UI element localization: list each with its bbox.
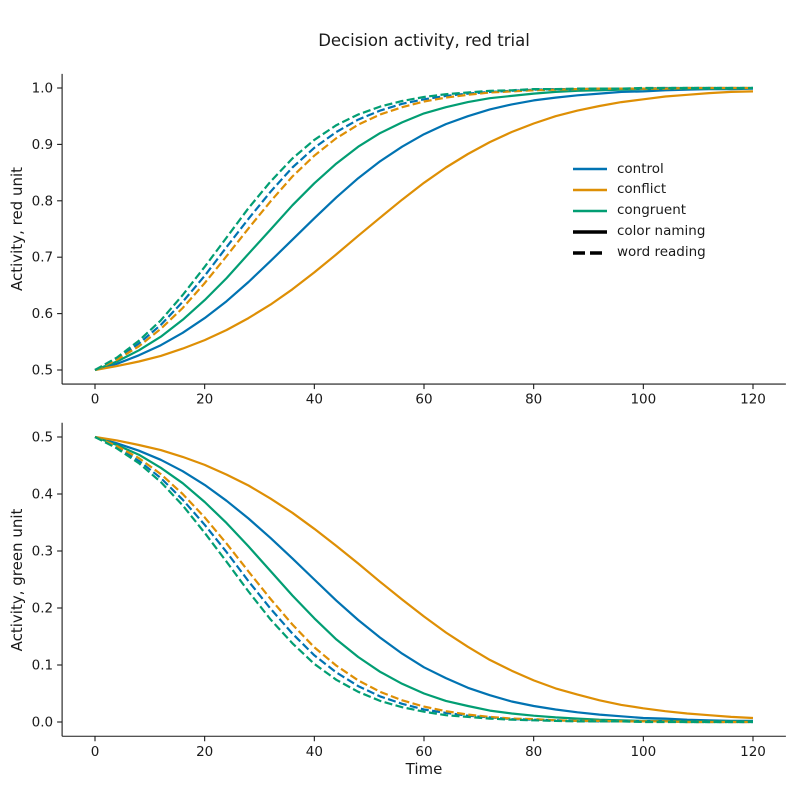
x-tick-label: 80: [525, 744, 542, 760]
y-tick-label: 0.2: [32, 601, 53, 617]
panel-red: 0.5 0.6 0.7 0.8 0.9 1.0 0 20 40 60 80 100 120: [32, 73, 786, 408]
series-red-conflict-color-naming: [94, 90, 754, 372]
legend-label: congruent: [617, 202, 687, 219]
y-tick-label: 0.8: [32, 193, 53, 209]
series-red-conflict-word-reading: [94, 86, 753, 371]
legend-label: word reading: [617, 243, 706, 260]
legend-entry-word-reading: word reading: [573, 242, 706, 263]
series-green-congruent-word-reading: [94, 436, 753, 724]
legend-label: color naming: [617, 223, 706, 240]
legend-entry-control: control: [573, 159, 706, 180]
y-tick-label: 0.9: [32, 137, 53, 153]
x-tick-label: 40: [306, 744, 323, 760]
legend: control conflict congruent color naming word…: [573, 159, 706, 263]
y-axis-label-red-unit: Activity, red unit: [8, 166, 26, 292]
x-tick-label: 100: [630, 392, 656, 408]
series-red-congruent-word-reading: [94, 86, 753, 371]
y-axis-label-green-unit: Activity, green unit: [8, 508, 26, 652]
chart-title: Decision activity, red trial: [318, 31, 530, 50]
panel-green: 0.0 0.1 0.2 0.3 0.4 0.5 0 20 40 60 80 100 120: [32, 422, 786, 760]
x-tick-label: 0: [91, 392, 100, 408]
x-tick-label: 40: [306, 392, 323, 408]
legend-line-swatch: [573, 188, 607, 192]
legend-entry-congruent: congruent: [573, 201, 706, 222]
legend-label: control: [617, 160, 664, 177]
x-tick-label: 20: [196, 744, 213, 760]
y-tick-label: 1.0: [32, 81, 53, 97]
y-tick-label: 0.7: [32, 250, 53, 266]
x-tick-label: 120: [740, 744, 766, 760]
x-tick-label: 100: [630, 744, 656, 760]
x-tick-label: 20: [196, 392, 213, 408]
x-tick-label: 120: [740, 392, 766, 408]
legend-line-swatch: [573, 209, 607, 213]
legend-line-swatch: [573, 168, 607, 171]
legend-entry-conflict: conflict: [573, 180, 706, 201]
series-green-conflict-color-naming: [94, 435, 754, 720]
series-green-control-word-reading: [94, 436, 753, 724]
legend-entry-color-naming: color naming: [573, 221, 706, 242]
x-tick-label: 60: [415, 392, 432, 408]
series-green-conflict-word-reading: [94, 435, 753, 724]
x-tick-label: 60: [415, 744, 432, 760]
x-tick-label: 0: [91, 744, 100, 760]
legend-line-swatch: [573, 229, 607, 234]
y-tick-label: 0.0: [32, 715, 53, 731]
x-axis-label: Time: [405, 760, 443, 778]
series-red-control-color-naming: [94, 87, 754, 372]
x-tick-label: 80: [525, 392, 542, 408]
y-tick-label: 0.4: [32, 487, 53, 503]
legend-line-swatch: [573, 250, 607, 255]
y-tick-label: 0.5: [32, 430, 53, 446]
y-tick-label: 0.1: [32, 658, 53, 674]
legend-label: conflict: [617, 181, 667, 198]
y-tick-label: 0.3: [32, 544, 53, 560]
series-green-control-color-naming: [94, 435, 753, 722]
series-green-congruent-color-naming: [94, 435, 753, 723]
y-tick-label: 0.6: [32, 306, 53, 322]
y-tick-label: 0.5: [32, 363, 53, 379]
